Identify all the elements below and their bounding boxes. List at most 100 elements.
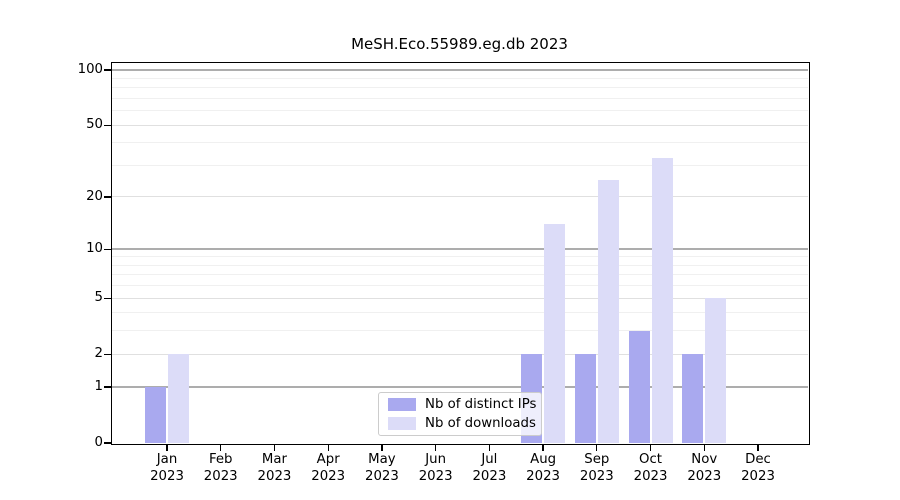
- x-tick-year-jul: 2023: [472, 469, 507, 484]
- x-tick-month-dec: Dec: [745, 452, 771, 467]
- minor-gridline-7: [111, 274, 808, 276]
- major-gridline-1: [111, 386, 808, 388]
- y-tick-label-0: 0: [94, 435, 103, 450]
- major-gridline-50: [111, 124, 808, 126]
- minor-gridline-70: [111, 97, 808, 99]
- y-tick-mark-50: [103, 124, 111, 126]
- plot-frame: [111, 62, 810, 445]
- minor-gridline-9: [111, 256, 808, 258]
- bar-oct-downloads: [651, 157, 673, 443]
- x-tick-mark-apr: [327, 444, 329, 451]
- x-tick-year-oct: 2023: [633, 469, 668, 484]
- x-tick-label-jul: Jul 2023: [457, 451, 521, 485]
- y-tick-mark-100: [103, 69, 111, 71]
- x-tick-label-oct: Oct 2023: [619, 451, 683, 485]
- x-tick-month-may: May: [368, 452, 396, 467]
- x-tick-year-nov: 2023: [687, 469, 722, 484]
- x-tick-year-sep: 2023: [579, 469, 614, 484]
- bar-oct-distinct-ips: [628, 330, 650, 443]
- bar-sep-downloads: [597, 179, 619, 443]
- x-tick-label-may: May 2023: [350, 451, 414, 485]
- minor-gridline-8: [111, 264, 808, 266]
- x-tick-label-sep: Sep 2023: [565, 451, 629, 485]
- x-tick-year-aug: 2023: [526, 469, 560, 484]
- legend-swatch-downloads: [388, 417, 416, 430]
- x-tick-mark-dec: [757, 444, 759, 451]
- x-tick-mark-nov: [703, 444, 705, 451]
- x-tick-mark-aug: [542, 444, 544, 451]
- x-tick-month-sep: Sep: [584, 452, 610, 467]
- legend-row-downloads: Nb of downloads: [388, 416, 541, 431]
- x-tick-year-apr: 2023: [311, 469, 346, 484]
- y-tick-mark-0: [103, 442, 111, 444]
- y-tick-mark-20: [103, 196, 111, 198]
- x-tick-month-jul: Jul: [481, 452, 498, 467]
- legend: Nb of distinct IPs Nb of downloads: [378, 392, 542, 436]
- x-tick-year-mar: 2023: [257, 469, 292, 484]
- x-tick-month-apr: Apr: [316, 452, 340, 467]
- x-tick-month-feb: Feb: [208, 452, 233, 467]
- y-tick-mark-2: [103, 353, 111, 355]
- x-tick-year-feb: 2023: [203, 469, 238, 484]
- x-tick-month-nov: Nov: [691, 452, 718, 467]
- x-tick-label-mar: Mar 2023: [242, 451, 306, 485]
- x-tick-month-jun: Jun: [425, 452, 447, 467]
- major-gridline-2: [111, 353, 808, 355]
- y-tick-mark-1: [103, 386, 111, 388]
- x-tick-year-jan: 2023: [150, 469, 184, 484]
- major-gridline-10: [111, 248, 808, 250]
- x-tick-month-jan: Jan: [156, 452, 178, 467]
- y-tick-mark-10: [103, 248, 111, 250]
- minor-gridline-30: [111, 164, 808, 166]
- major-gridline-100: [111, 69, 808, 71]
- bar-nov-downloads: [705, 298, 727, 443]
- major-gridline-20: [111, 196, 808, 198]
- minor-gridline-4: [111, 312, 808, 314]
- major-gridline-5: [111, 297, 808, 299]
- x-tick-label-dec: Dec 2023: [726, 451, 790, 485]
- x-tick-label-aug: Aug 2023: [511, 451, 575, 485]
- x-tick-label-apr: Apr 2023: [296, 451, 360, 485]
- bar-aug-downloads: [544, 224, 566, 443]
- minor-gridline-6: [111, 285, 808, 287]
- x-tick-month-mar: Mar: [261, 452, 287, 467]
- x-tick-year-jun: 2023: [418, 469, 453, 484]
- chart-title: MeSH.Eco.55989.eg.db 2023: [351, 35, 568, 53]
- minor-gridline-80: [111, 87, 808, 89]
- y-tick-mark-5: [103, 297, 111, 299]
- y-tick-label-20: 20: [86, 188, 103, 204]
- x-tick-mark-may: [381, 444, 383, 451]
- x-tick-label-feb: Feb 2023: [189, 451, 253, 485]
- y-tick-label-100: 100: [77, 62, 103, 77]
- x-tick-month-oct: Oct: [639, 452, 663, 467]
- legend-row-distinct-ips: Nb of distinct IPs: [388, 397, 541, 412]
- y-tick-label-50: 50: [86, 117, 103, 133]
- y-tick-label-2: 2: [94, 346, 103, 362]
- x-tick-mark-oct: [649, 444, 652, 451]
- minor-gridline-60: [111, 110, 808, 112]
- bar-nov-distinct-ips: [682, 354, 704, 443]
- legend-label-downloads: Nb of downloads: [425, 416, 536, 431]
- bar-jan-distinct-ips: [145, 386, 166, 443]
- bar-sep-distinct-ips: [574, 354, 596, 443]
- x-tick-label-jun: Jun 2023: [404, 451, 468, 485]
- x-tick-label-nov: Nov 2023: [672, 451, 736, 485]
- y-tick-label-10: 10: [86, 241, 103, 257]
- x-tick-year-dec: 2023: [741, 469, 775, 484]
- x-tick-mark-jul: [488, 444, 490, 451]
- x-tick-mark-feb: [220, 444, 222, 451]
- x-tick-mark-sep: [596, 444, 598, 451]
- x-tick-mark-jan: [166, 444, 168, 451]
- y-tick-label-1: 1: [94, 378, 103, 394]
- minor-gridline-90: [111, 77, 808, 79]
- bar-jan-downloads: [168, 354, 189, 443]
- x-tick-label-jan: Jan 2023: [135, 451, 199, 485]
- x-tick-mark-jun: [434, 444, 437, 451]
- legend-label-distinct-ips: Nb of distinct IPs: [425, 397, 537, 412]
- minor-gridline-40: [111, 142, 808, 144]
- x-tick-month-aug: Aug: [530, 452, 557, 467]
- legend-swatch-distinct-ips: [388, 398, 416, 411]
- x-tick-mark-mar: [273, 444, 276, 451]
- y-tick-label-5: 5: [94, 290, 103, 306]
